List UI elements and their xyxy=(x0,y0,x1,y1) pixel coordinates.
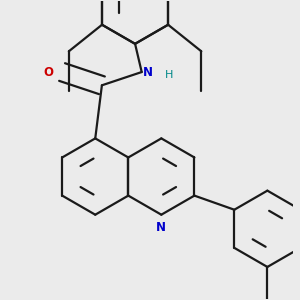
Text: N: N xyxy=(143,65,153,79)
Text: O: O xyxy=(44,65,54,79)
Text: N: N xyxy=(156,221,166,234)
Text: H: H xyxy=(165,70,173,80)
